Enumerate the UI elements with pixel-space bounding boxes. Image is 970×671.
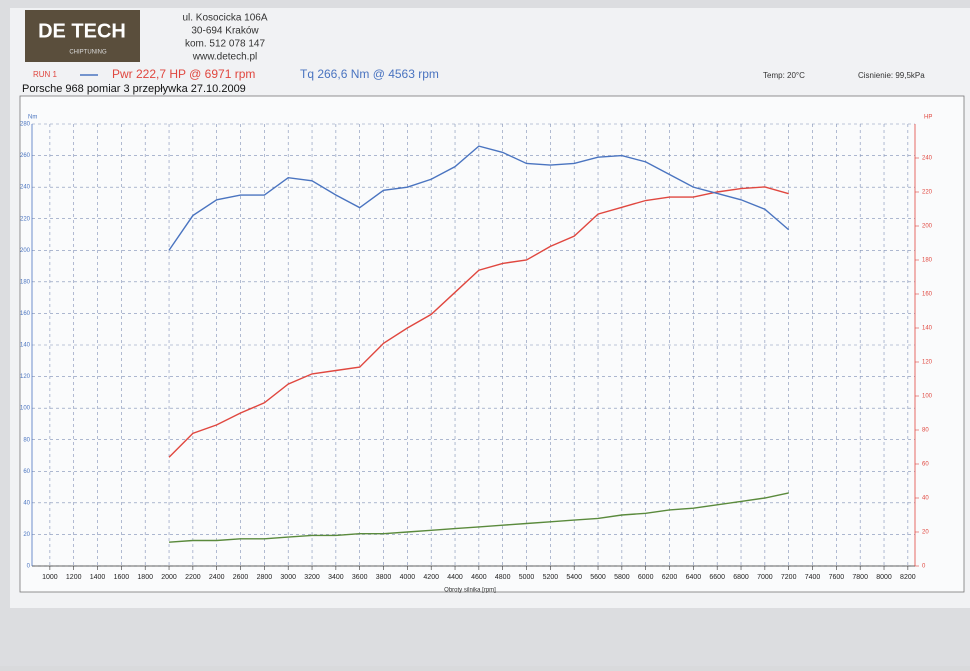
- y-tick-label: 60: [23, 469, 30, 475]
- y-tick-label: 240: [20, 185, 31, 191]
- y2-tick-label: 60: [922, 462, 929, 468]
- address: 30-694 Kraków: [191, 26, 259, 37]
- y-tick-label: 100: [20, 406, 31, 412]
- y2-tick-label: 0: [922, 564, 926, 570]
- legend-entry: Pwr 222,7 HP @ 6971 rpm: [112, 67, 255, 81]
- temp: Temp: 20°C: [763, 71, 805, 80]
- y2-tick-label: 240: [922, 156, 933, 162]
- x-tick-label: 2000: [161, 574, 177, 581]
- y2-tick-label: 100: [922, 394, 933, 400]
- x-tick-label: 4400: [447, 574, 463, 581]
- x-tick-label: 1800: [137, 574, 153, 581]
- y2-tick-label: 220: [922, 190, 933, 196]
- x-tick-label: 7200: [781, 574, 797, 581]
- x-tick-label: 7600: [829, 574, 845, 581]
- x-tick-label: 1600: [114, 574, 130, 581]
- x-tick-label: 5200: [543, 574, 559, 581]
- y-tick-label: 140: [20, 343, 31, 349]
- y2-tick-label: 200: [922, 224, 933, 230]
- x-tick-label: 5400: [566, 574, 582, 581]
- x-tick-label: 4200: [423, 574, 439, 581]
- plot-frame: [19, 95, 965, 593]
- logo: DE TECH: [38, 20, 126, 42]
- y2-tick-label: 180: [922, 258, 933, 264]
- y-tick-label: 280: [20, 122, 31, 128]
- y-tick-label: 180: [20, 279, 31, 285]
- y2-tick-label: 120: [922, 360, 933, 366]
- y-tick-label: 0: [27, 564, 31, 570]
- x-tick-label: 3400: [328, 574, 344, 581]
- x-tick-label: 2400: [209, 574, 225, 581]
- x-tick-label: 1000: [42, 574, 58, 581]
- x-tick-label: 4000: [400, 574, 416, 581]
- x-tick-label: 2800: [257, 574, 273, 581]
- y2-tick-label: 160: [922, 292, 933, 298]
- x-tick-label: 5600: [590, 574, 606, 581]
- logo-box: [25, 10, 140, 62]
- address: ul. Kosocicka 106A: [182, 13, 267, 24]
- x-tick-label: 7800: [852, 574, 868, 581]
- y2-tick-label: 20: [922, 530, 929, 536]
- y2-tick-label: 40: [922, 496, 929, 502]
- legend-entry: Tq 266,6 Nm @ 4563 rpm: [300, 67, 439, 81]
- x-tick-label: 1400: [90, 574, 106, 581]
- x-tick-label: 4800: [495, 574, 511, 581]
- logo-sub: CHIPTUNING: [69, 50, 107, 56]
- y-tick-label: 20: [23, 532, 30, 538]
- x-tick-label: 5000: [519, 574, 535, 581]
- x-tick-label: 2200: [185, 574, 201, 581]
- line-series: [168, 492, 789, 543]
- x-tick-label: 3200: [304, 574, 320, 581]
- pressure: Cisnienie: 99,5kPa: [858, 71, 925, 80]
- y-tick-label: 260: [20, 153, 31, 159]
- line-series: [168, 186, 789, 458]
- x-tick-label: 6600: [709, 574, 725, 581]
- y-tick-label: 80: [23, 437, 30, 443]
- x-tick-label: 3600: [352, 574, 368, 581]
- x-tick-label: 2600: [233, 574, 249, 581]
- x-tick-label: 6000: [638, 574, 654, 581]
- x-tick-label: 5800: [614, 574, 630, 581]
- x-tick-label: 3800: [376, 574, 392, 581]
- line-series: [168, 145, 790, 251]
- x-tick-label: 8200: [900, 574, 916, 581]
- address: kom. 512 078 147: [185, 39, 265, 50]
- x-tick-label: 6200: [662, 574, 678, 581]
- y-tick-label: 160: [20, 311, 31, 317]
- y-tick-label: 200: [20, 248, 31, 254]
- x-tick-label: 7400: [805, 574, 821, 581]
- x-tick-label: 4600: [471, 574, 487, 581]
- y2-tick-label: 140: [922, 326, 933, 332]
- x-tick-label: 1200: [66, 574, 82, 581]
- address: www.detech.pl: [192, 52, 257, 63]
- y-tick-label: 120: [20, 374, 31, 380]
- y-tick-label: 40: [23, 500, 30, 506]
- x-tick-label: 3000: [280, 574, 296, 581]
- x-tick-label: 6400: [686, 574, 702, 581]
- x-axis-label: Obroty silnika [rpm]: [444, 588, 496, 594]
- y2-tick-label: 80: [922, 428, 929, 434]
- y-tick-label: 220: [20, 216, 31, 222]
- y-axis-label: Nm: [28, 115, 37, 121]
- x-tick-label: 6800: [733, 574, 749, 581]
- description: Porsche 968 pomiar 3 przepływka 27.10.20…: [22, 83, 246, 95]
- x-tick-label: 8000: [876, 574, 892, 581]
- y2-axis-label: HP: [924, 115, 932, 121]
- x-tick-label: 7000: [757, 574, 773, 581]
- run-label: RUN 1: [33, 70, 58, 79]
